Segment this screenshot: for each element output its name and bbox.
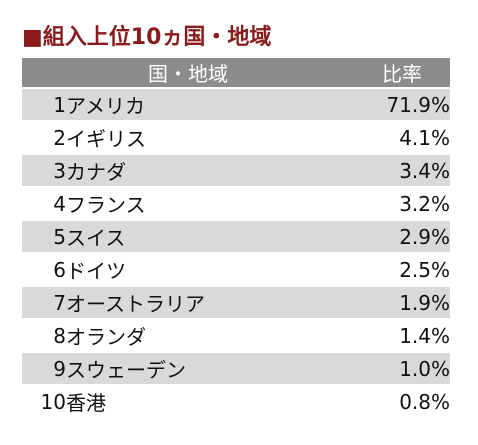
table-row: 1 アメリカ 71.9%: [22, 88, 450, 122]
row-rank: 7: [22, 286, 66, 320]
table-row: 2 イギリス 4.1%: [22, 121, 450, 155]
row-rank: 6: [22, 253, 66, 287]
row-ratio: 1.9%: [354, 286, 450, 320]
table-row: 9 スウェーデン 1.0%: [22, 352, 450, 386]
row-ratio: 3.4%: [354, 154, 450, 188]
row-ratio: 1.0%: [354, 352, 450, 386]
table-row: 4 フランス 3.2%: [22, 187, 450, 221]
table-row: 7 オーストラリア 1.9%: [22, 286, 450, 320]
row-rank: 8: [22, 319, 66, 353]
table-title: ■組入上位10ヵ国・地域: [22, 25, 272, 50]
header-country: 国・地域: [22, 58, 354, 89]
row-ratio: 2.9%: [354, 220, 450, 254]
row-rank: 9: [22, 352, 66, 386]
row-ratio: 2.5%: [354, 253, 450, 287]
row-rank: 3: [22, 154, 66, 188]
row-country: スウェーデン: [66, 352, 354, 386]
row-country: アメリカ: [66, 88, 354, 122]
table-row: 10 香港 0.8%: [22, 385, 450, 419]
row-rank: 1: [22, 88, 66, 122]
row-country: フランス: [66, 187, 354, 221]
row-country: オーストラリア: [66, 286, 354, 320]
row-country: 香港: [66, 385, 354, 419]
row-ratio: 4.1%: [354, 121, 450, 155]
table-row: 8 オランダ 1.4%: [22, 319, 450, 353]
row-rank: 5: [22, 220, 66, 254]
header-ratio: 比率: [354, 58, 450, 89]
row-country: ドイツ: [66, 253, 354, 287]
row-country: オランダ: [66, 319, 354, 353]
row-rank: 10: [22, 385, 66, 419]
row-ratio: 0.8%: [354, 385, 450, 419]
row-country: スイス: [66, 220, 354, 254]
row-country: イギリス: [66, 121, 354, 155]
row-ratio: 1.4%: [354, 319, 450, 353]
holdings-table: 国・地域 比率 1 アメリカ 71.9% 2 イギリス 4.1% 3 カナダ 3.4% 4 フランス…: [22, 58, 450, 419]
table-row: 5 スイス 2.9%: [22, 220, 450, 254]
row-ratio: 3.2%: [354, 187, 450, 221]
table-header-row: 国・地域 比率: [22, 58, 450, 89]
row-rank: 4: [22, 187, 66, 221]
table-row: 6 ドイツ 2.5%: [22, 253, 450, 287]
table-row: 3 カナダ 3.4%: [22, 154, 450, 188]
row-ratio: 71.9%: [354, 88, 450, 122]
table-body: 1 アメリカ 71.9% 2 イギリス 4.1% 3 カナダ 3.4% 4 フランス 3.2% 5 スイス…: [22, 88, 450, 419]
row-rank: 2: [22, 121, 66, 155]
row-country: カナダ: [66, 154, 354, 188]
